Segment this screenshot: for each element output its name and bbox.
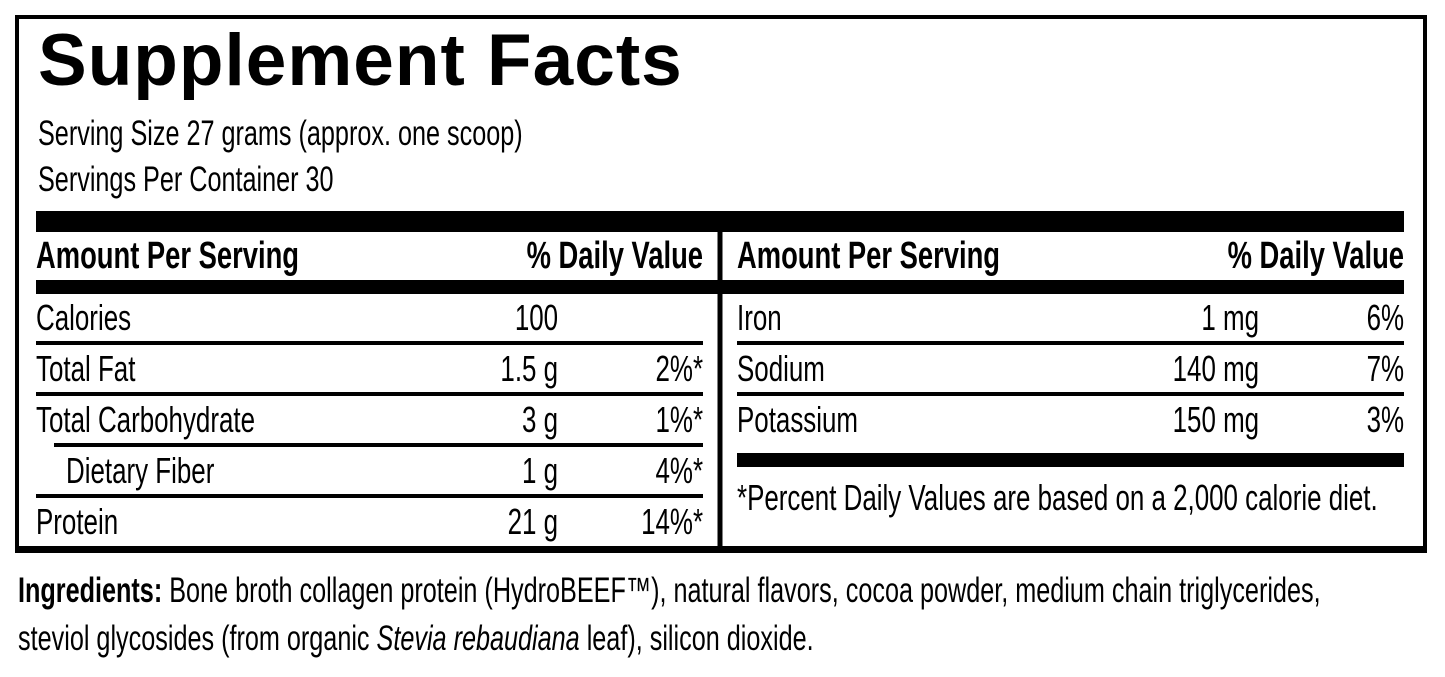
nutrient-amount: 1.5 g <box>500 347 558 389</box>
table-row-dietary-fiber: Dietary Fiber 1 g 4%* <box>36 447 703 494</box>
ingredients-text-1: Bone broth collagen protein (HydroBEEF™)… <box>162 571 1321 610</box>
left-column: Calories 100 Total Fat 1.5 g <box>36 294 703 545</box>
nutrient-dv: 7% <box>1366 347 1404 389</box>
supplement-facts-label: Supplement Facts Serving Size 27 grams (… <box>0 15 1445 663</box>
row-main: Total Fat 1.5 g <box>36 348 558 390</box>
daily-value-footnote: *Percent Daily Values are based on a 2,0… <box>737 477 1404 519</box>
table-row-total-carbohydrate: Total Carbohydrate 3 g 1%* <box>36 396 703 443</box>
nutrient-name: Calories <box>36 296 132 338</box>
table-row-calories: Calories 100 <box>36 294 703 341</box>
table-body: Calories 100 Total Fat 1.5 g <box>36 294 1404 545</box>
facts-box: Supplement Facts Serving Size 27 grams (… <box>15 15 1427 553</box>
nutrient-amount: 21 g <box>507 500 558 542</box>
column-divider <box>717 211 723 546</box>
row-dv: 2%* <box>558 348 703 390</box>
nutrient-amount: 3 g <box>521 398 558 440</box>
nutrient-dv: 3% <box>1366 398 1404 440</box>
footnote-text: *Percent Daily Values are based on a 2,0… <box>737 477 1378 518</box>
row-main: Protein 21 g <box>36 501 558 543</box>
nutrient-name: Total Carbohydrate <box>36 398 256 440</box>
daily-value-header-right: % Daily Value <box>1227 234 1404 277</box>
amount-per-serving-header-left: Amount Per Serving <box>36 234 300 277</box>
nutrient-name: Dietary Fiber <box>66 449 215 491</box>
row-separator <box>737 392 1404 396</box>
nutrient-name: Total Fat <box>36 347 136 389</box>
nutrient-amount: 150 mg <box>1172 398 1259 440</box>
ingredients-line-1: Ingredients: Bone broth collagen protein… <box>18 567 1445 615</box>
row-dv: 6% <box>1259 297 1404 339</box>
nutrient-dv: 6% <box>1366 296 1404 338</box>
ingredients: Ingredients: Bone broth collagen protein… <box>18 567 1445 663</box>
row-main: Dietary Fiber 1 g <box>36 450 558 492</box>
row-main: Sodium 140 mg <box>737 348 1259 390</box>
right-column-header: Amount Per Serving % Daily Value <box>737 232 1404 280</box>
amount-per-serving-header-right: Amount Per Serving <box>737 234 1001 277</box>
row-separator <box>36 494 703 498</box>
row-separator <box>36 392 703 396</box>
row-separator <box>737 341 1404 345</box>
row-dv: 7% <box>1259 348 1404 390</box>
row-main: Total Carbohydrate 3 g <box>36 399 558 441</box>
row-main: Calories 100 <box>36 297 558 339</box>
row-dv: 4%* <box>558 450 703 492</box>
table-header-row: Amount Per Serving % Daily Value Amount … <box>36 232 1404 280</box>
nutrient-amount: 100 <box>514 296 558 338</box>
table-row-protein: Protein 21 g 14%* <box>36 498 703 545</box>
page-title: Supplement Facts <box>38 20 683 101</box>
serving-size-text: Serving Size 27 grams (approx. one scoop… <box>38 114 523 153</box>
table-row-potassium: Potassium 150 mg 3% <box>737 396 1404 443</box>
ingredients-text-2b: leaf), silicon dioxide. <box>579 619 814 658</box>
row-separator <box>36 341 703 345</box>
nutrient-name: Potassium <box>737 398 859 440</box>
ingredients-label: Ingredients: <box>18 571 163 610</box>
left-column-header: Amount Per Serving % Daily Value <box>36 232 703 280</box>
nutrient-amount: 140 mg <box>1172 347 1259 389</box>
daily-value-header-left: % Daily Value <box>526 234 703 277</box>
servings-per-container-text: Servings Per Container 30 <box>38 160 334 199</box>
nutrient-amount: 1 mg <box>1201 296 1259 338</box>
row-main: Potassium 150 mg <box>737 399 1259 441</box>
ingredients-species-italic: Stevia rebaudiana <box>376 619 580 658</box>
table-row-sodium: Sodium 140 mg 7% <box>737 345 1404 392</box>
row-main: Iron 1 mg <box>737 297 1259 339</box>
table-row-total-fat: Total Fat 1.5 g 2%* <box>36 345 703 392</box>
label-header: Supplement Facts Serving Size 27 grams (… <box>19 19 1423 203</box>
footnote-separator-bar <box>737 453 1404 467</box>
nutrient-name: Protein <box>36 500 119 542</box>
facts-table: Amount Per Serving % Daily Value Amount … <box>36 211 1404 546</box>
nutrient-dv: 4%* <box>655 449 703 491</box>
row-dv: 14%* <box>558 501 703 543</box>
serving-size-line: Serving Size 27 grams (approx. one scoop… <box>38 111 1403 157</box>
row-dv: 3% <box>1259 399 1404 441</box>
table-row-iron: Iron 1 mg 6% <box>737 294 1404 341</box>
right-column: Iron 1 mg 6% Sodium 140 mg <box>737 294 1404 545</box>
ingredients-text-2a: steviol glycosides (from organic <box>18 619 377 658</box>
row-dv <box>558 297 703 339</box>
row-dv: 1%* <box>558 399 703 441</box>
servings-per-container-line: Servings Per Container 30 <box>38 157 1403 203</box>
nutrient-dv: 14%* <box>641 500 703 542</box>
ingredients-line-2: steviol glycosides (from organic Stevia … <box>18 615 1445 663</box>
row-separator-indented <box>54 443 703 447</box>
nutrient-dv: 2%* <box>655 347 703 389</box>
nutrient-name: Iron <box>737 296 782 338</box>
nutrient-amount: 1 g <box>521 449 558 491</box>
nutrient-dv: 1%* <box>655 398 703 440</box>
nutrient-name: Sodium <box>737 347 825 389</box>
